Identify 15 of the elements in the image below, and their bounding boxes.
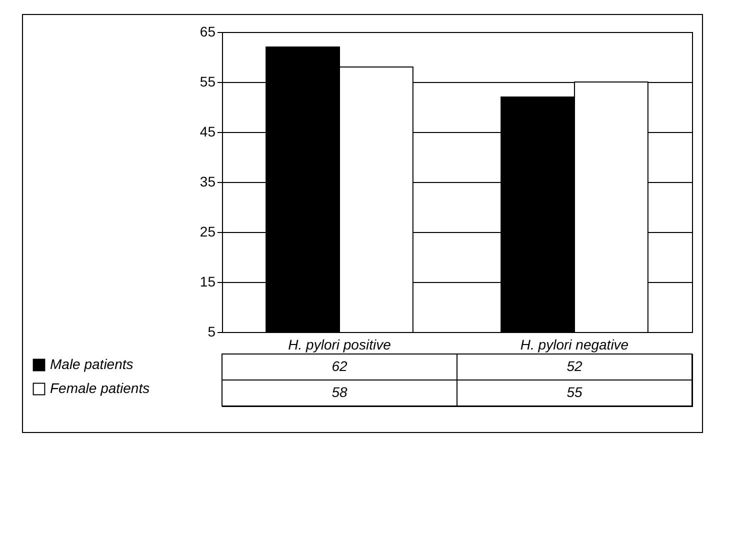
y-tick-label: 5: [208, 324, 216, 340]
y-tick-label: 65: [200, 24, 216, 40]
y-tick-label: 55: [200, 74, 216, 90]
x-tick-label: H. pylori positive: [288, 336, 392, 352]
data-label: 58: [332, 384, 348, 400]
y-tick-label: 35: [200, 174, 216, 190]
data-label: 62: [332, 358, 348, 374]
data-label: 52: [566, 358, 582, 374]
legend-label: Female patients: [50, 380, 150, 396]
y-tick-label: 25: [200, 224, 216, 240]
y-tick-label: 45: [200, 124, 216, 140]
y-tick-label: 15: [200, 274, 216, 290]
data-label: 55: [566, 384, 582, 400]
legend-label: Male patients: [50, 356, 134, 372]
x-tick-label: H. pylori negative: [520, 336, 629, 352]
